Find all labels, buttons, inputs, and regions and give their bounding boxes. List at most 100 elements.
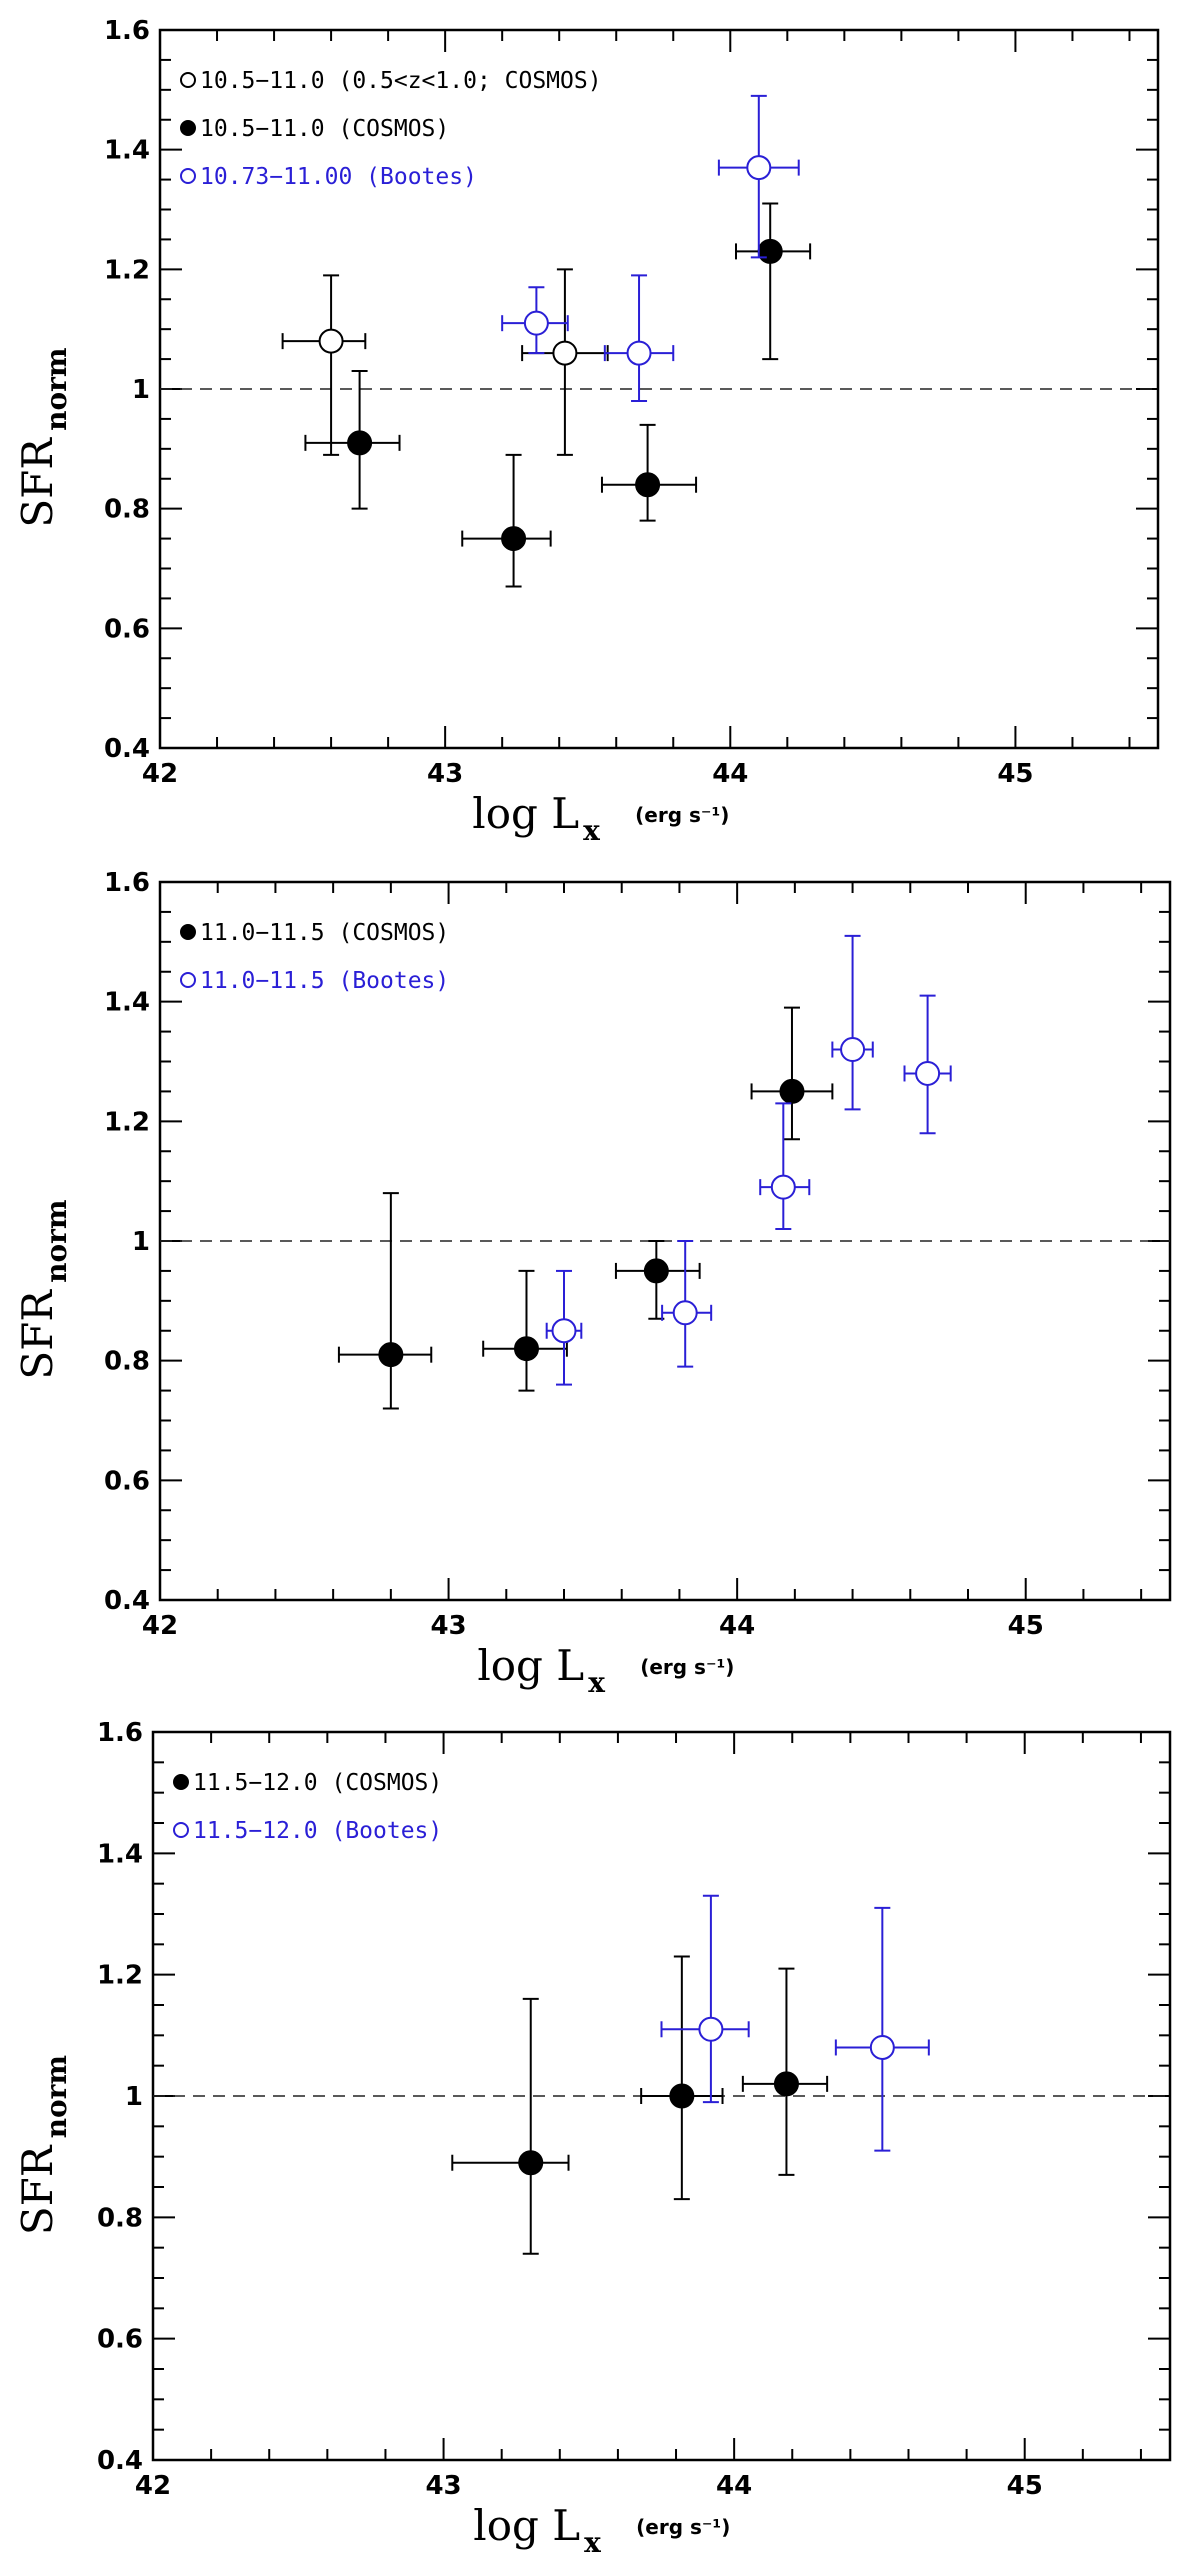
x-tick-label: 45 (997, 759, 1033, 789)
legend-label: 10.5−11.0 (COSMOS) (200, 116, 449, 142)
series-2 (545, 934, 952, 1386)
legend-entry: 10.5−11.0 (COSMOS) (180, 116, 449, 142)
data-point (603, 274, 675, 402)
x-tick-label: 43 (430, 1611, 466, 1641)
data-point (717, 94, 800, 259)
marker-filled (513, 1336, 539, 1362)
data-point (734, 202, 812, 361)
legend-marker-filled (180, 120, 196, 136)
legend-label: 10.5−11.0 (0.5<z<1.0; COSMOS) (200, 68, 602, 94)
legend-marker-filled (180, 924, 196, 940)
x-axis-label-main: log L (477, 1641, 584, 1690)
data-point (304, 370, 401, 510)
y-axis-label-main: SFR (13, 2144, 62, 2235)
legend-entry: 10.5−11.0 (0.5<z<1.0; COSMOS) (180, 68, 602, 94)
marker-open (672, 1300, 698, 1326)
data-point (451, 1997, 570, 2255)
y-tick-label: 1.4 (104, 988, 150, 1018)
legend-entry: 11.0−11.5 (Bootes) (180, 968, 449, 994)
y-tick-label: 1.6 (104, 868, 150, 898)
data-point (281, 274, 367, 456)
y-axis-label-subscript: norm (40, 2055, 73, 2138)
series-2 (304, 202, 812, 588)
marker-filled (779, 1078, 805, 1104)
y-tick-label: 1.2 (104, 1107, 150, 1137)
x-tick-label: 42 (142, 759, 178, 789)
legend-entry: 10.73−11.00 (Bootes) (180, 164, 477, 190)
data-point (337, 1192, 433, 1410)
legend-label: 11.0−11.5 (COSMOS) (200, 920, 449, 946)
data-point (750, 1006, 834, 1141)
series-1 (337, 1006, 834, 1410)
legend-marker-open (180, 168, 196, 184)
marker-open (552, 340, 578, 366)
legend-label: 11.5−12.0 (COSMOS) (193, 1770, 442, 1796)
y-tick-label: 1.2 (97, 1961, 143, 1991)
y-tick-label: 1.4 (97, 1839, 143, 1869)
data-point (741, 1967, 829, 2176)
x-tick-label: 42 (142, 1611, 178, 1641)
legend-label: 11.5−12.0 (Bootes) (193, 1818, 442, 1844)
data-point (640, 1955, 724, 2201)
series-1 (281, 268, 609, 456)
data-point (600, 423, 698, 522)
marker-filled (378, 1342, 404, 1368)
x-tick-label: 44 (716, 2471, 752, 2501)
data-point (521, 268, 609, 456)
data-point (482, 1269, 568, 1392)
marker-filled (643, 1258, 669, 1284)
y-tick-label: 0.6 (104, 614, 150, 644)
y-tick-label: 1.2 (104, 255, 150, 285)
y-tick-label: 1 (132, 375, 150, 405)
marker-filled (518, 2150, 544, 2176)
x-tick-label: 45 (1008, 1611, 1044, 1641)
x-axis-label-main: log L (473, 2501, 580, 2550)
y-axis-label-main: SFR (13, 1289, 62, 1380)
y-axis-label: SFR norm (13, 2055, 73, 2235)
y-tick-label: 1 (132, 1227, 150, 1257)
marker-open (746, 155, 772, 181)
legend-entry: 11.5−12.0 (Bootes) (173, 1818, 442, 1844)
legend-entry: 11.0−11.5 (COSMOS) (180, 920, 449, 946)
x-tick-label: 43 (425, 2471, 461, 2501)
legend-marker-open (180, 72, 196, 88)
data-point (461, 453, 552, 588)
y-tick-label: 0.4 (97, 2446, 143, 2476)
data-point (759, 1102, 811, 1231)
y-tick-label: 1 (125, 2082, 143, 2112)
x-axis-units: (erg s⁻¹) (636, 2515, 730, 2539)
marker-open (869, 2034, 895, 2060)
y-axis-label-subscript: norm (40, 347, 73, 430)
y-axis-label-main: SFR (13, 437, 62, 528)
marker-open (840, 1037, 866, 1063)
legend-entry: 11.5−12.0 (COSMOS) (173, 1770, 442, 1796)
data-point (661, 1240, 713, 1368)
legend-marker-open (180, 972, 196, 988)
x-tick-label: 44 (719, 1611, 755, 1641)
x-axis-units: (erg s⁻¹) (635, 803, 729, 827)
x-tick-label: 44 (712, 759, 748, 789)
x-axis-label-subscript: x (588, 1666, 605, 1699)
marker-filled (757, 238, 783, 264)
x-tick-label: 45 (1007, 2471, 1043, 2501)
marker-open (626, 340, 652, 366)
data-point (831, 934, 874, 1111)
y-tick-label: 0.8 (104, 1347, 150, 1377)
y-axis-label: SFR norm (13, 1199, 73, 1379)
legend-label: 11.0−11.5 (Bootes) (200, 968, 449, 994)
data-point (660, 1894, 750, 2104)
y-axis-label-subscript: norm (40, 1199, 73, 1282)
y-tick-label: 1.6 (104, 16, 150, 46)
series-1 (451, 1955, 829, 2255)
data-point (614, 1240, 701, 1320)
marker-filled (501, 526, 527, 552)
y-tick-label: 0.4 (104, 734, 150, 764)
marker-open (523, 310, 549, 336)
data-point (834, 1906, 930, 2152)
